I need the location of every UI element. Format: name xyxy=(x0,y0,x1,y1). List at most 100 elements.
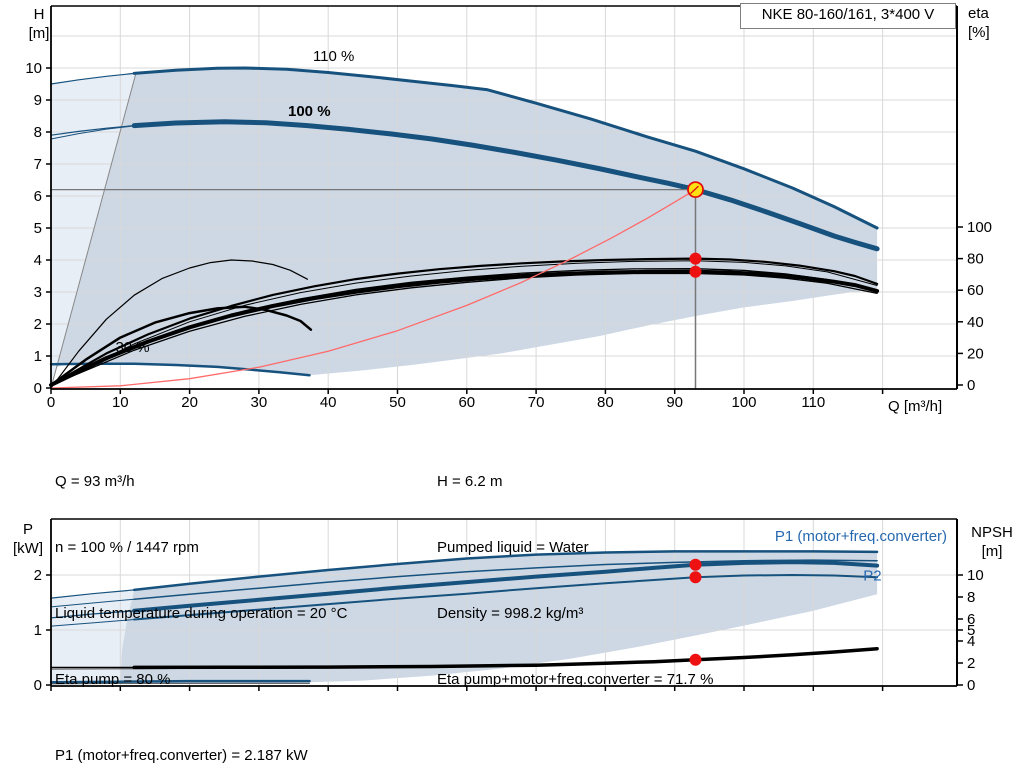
duty-info-left: Q = 93 m³/h n = 100 % / 1447 rpm Liquid … xyxy=(55,427,347,713)
eta-axis-label-unit: [%] xyxy=(968,24,990,41)
info-q: Q = 93 m³/h xyxy=(55,473,135,490)
x-tick-label: 0 xyxy=(47,394,55,411)
y-tick-label: 1 xyxy=(34,348,42,365)
p1-110-lead-curve xyxy=(50,589,135,599)
x-tick-label: 30 xyxy=(251,394,268,411)
qh-100-lead-a-curve xyxy=(50,125,135,136)
y-tick-label: 3 xyxy=(34,284,42,301)
power-info: P1 (motor+freq.converter) = 2.187 kW P2 … xyxy=(55,701,308,781)
eta-total-b-curve xyxy=(50,272,878,386)
p2-110-lead-curve xyxy=(50,598,135,608)
bottom-envelope-pale xyxy=(51,589,135,684)
min-flow-line-curve xyxy=(50,71,137,389)
npsh-curve xyxy=(132,646,879,670)
p1-100-curve xyxy=(132,560,880,613)
pump-title-box: NKE 80-160/161, 3*400 V xyxy=(740,3,956,29)
npsh-axis-label-symbol: NPSH xyxy=(971,524,1013,541)
label-30-pct: 30 % xyxy=(115,339,149,356)
label-110-pct: 110 % xyxy=(313,48,354,65)
info-h: H = 6.2 m xyxy=(437,473,503,490)
y2-tick-label: 40 xyxy=(967,314,984,331)
y-tick-label: 0 xyxy=(34,677,42,694)
npsh-point xyxy=(689,653,702,666)
eta-pump-point xyxy=(689,252,702,265)
eta-axis-label: eta [%] xyxy=(968,4,1020,42)
x-tick-label: 60 xyxy=(458,394,475,411)
p1-110-curve xyxy=(132,550,879,592)
label-100-pct: 100 % xyxy=(288,103,331,120)
h-axis-label-symbol: H xyxy=(33,6,45,23)
qh-100-curve xyxy=(131,119,880,252)
y2-tick-label: 80 xyxy=(967,251,984,268)
qh-110-lead-curve xyxy=(50,72,135,85)
y2-tick-label: 60 xyxy=(967,282,984,299)
npsh-axis-label-unit: [m] xyxy=(981,543,1003,560)
y-tick-label: 1 xyxy=(34,622,42,639)
y-tick-label: 5 xyxy=(34,220,42,237)
p-30-curve xyxy=(49,679,311,684)
label-p2: P2 xyxy=(863,568,881,585)
y2-tick-label: 2 xyxy=(967,655,975,672)
x-tick-label: 50 xyxy=(389,394,406,411)
chart-top: 0 10 20 30 40 50 60 70 80 90 100 110012345678910020… xyxy=(25,5,992,411)
eta-total-c-curve xyxy=(50,268,878,386)
qh-110-curve xyxy=(132,66,879,230)
y2-tick-label: 100 xyxy=(967,219,992,236)
p-axis-label-symbol: P xyxy=(22,521,33,538)
x-tick-label: 40 xyxy=(320,394,337,411)
y2-tick-label: 10 xyxy=(967,567,984,584)
bottom-envelope-main xyxy=(120,551,878,684)
y-tick-label: 10 xyxy=(25,60,42,77)
y-tick-label: 2 xyxy=(34,567,42,584)
p2-100-lead-curve xyxy=(50,619,135,627)
p-30-b-curve xyxy=(50,682,310,685)
eta-30-curve xyxy=(49,305,313,387)
label-p1: P1 (motor+freq.converter) xyxy=(775,528,947,545)
x-tick-label: 70 xyxy=(528,394,545,411)
qh-100-lead-b-curve xyxy=(50,125,135,140)
system-curve-curve xyxy=(50,188,697,389)
y2-tick-label: 0 xyxy=(967,677,975,694)
info-density: Density = 998.2 kg/m³ xyxy=(437,605,584,622)
p1-100-lead-curve xyxy=(50,610,135,619)
p-axis-label: P [kW] xyxy=(6,520,50,558)
eta-total-point xyxy=(689,265,702,278)
h-axis-label-unit: [m] xyxy=(28,25,50,42)
chart-bottom: 0 1 2 0 2 456 8 10 P1 (motor+freq.converter) P2 xyxy=(34,518,984,694)
eta-pump-b-curve xyxy=(50,260,878,386)
y-tick-label: 2 xyxy=(34,316,42,333)
x-tick-label: 10 xyxy=(112,394,129,411)
duty-info-right: H = 6.2 m Pumped liquid = Water Density … xyxy=(437,427,713,713)
npsh-axis-label: NPSH [m] xyxy=(960,523,1024,561)
info-eta-total: Eta pump+motor+freq.converter = 71.7 % xyxy=(437,671,714,688)
y2-tick-label: 0 xyxy=(967,377,975,394)
y2-tick-label: 20 xyxy=(967,345,984,362)
p2-100-curve xyxy=(133,574,879,621)
y-tick-label: 0 xyxy=(34,380,42,397)
y2-tick-label: 5 xyxy=(967,622,975,639)
p2-110-curve xyxy=(133,559,878,600)
y-tick-label: 8 xyxy=(34,124,42,141)
y-tick-label: 9 xyxy=(34,92,42,109)
x-tick-label: 100 xyxy=(731,394,756,411)
y2-tick-label: 8 xyxy=(967,589,975,606)
x-tick-label: 90 xyxy=(666,394,683,411)
eta-pump-curve xyxy=(49,257,879,387)
y-tick-label: 7 xyxy=(34,156,42,173)
p-axis-label-unit: [kW] xyxy=(13,540,43,557)
eta-axis-label-symbol: eta xyxy=(968,5,989,22)
y-tick-label: 6 xyxy=(34,188,42,205)
p1-point xyxy=(689,558,702,571)
h-axis-label: H [m] xyxy=(22,5,56,43)
duty-point-chord xyxy=(690,185,699,195)
y2-tick-label: 4 xyxy=(967,633,975,650)
info-speed: n = 100 % / 1447 rpm xyxy=(55,539,199,556)
x-tick-label: 110 xyxy=(801,394,825,411)
y2-tick-label: 6 xyxy=(967,611,975,628)
q-axis-label: Q [m³/h] xyxy=(888,398,943,415)
eta-arc-110-curve xyxy=(50,259,308,389)
p2-point xyxy=(689,571,702,584)
info-p1: P1 (motor+freq.converter) = 2.187 kW xyxy=(55,747,308,764)
